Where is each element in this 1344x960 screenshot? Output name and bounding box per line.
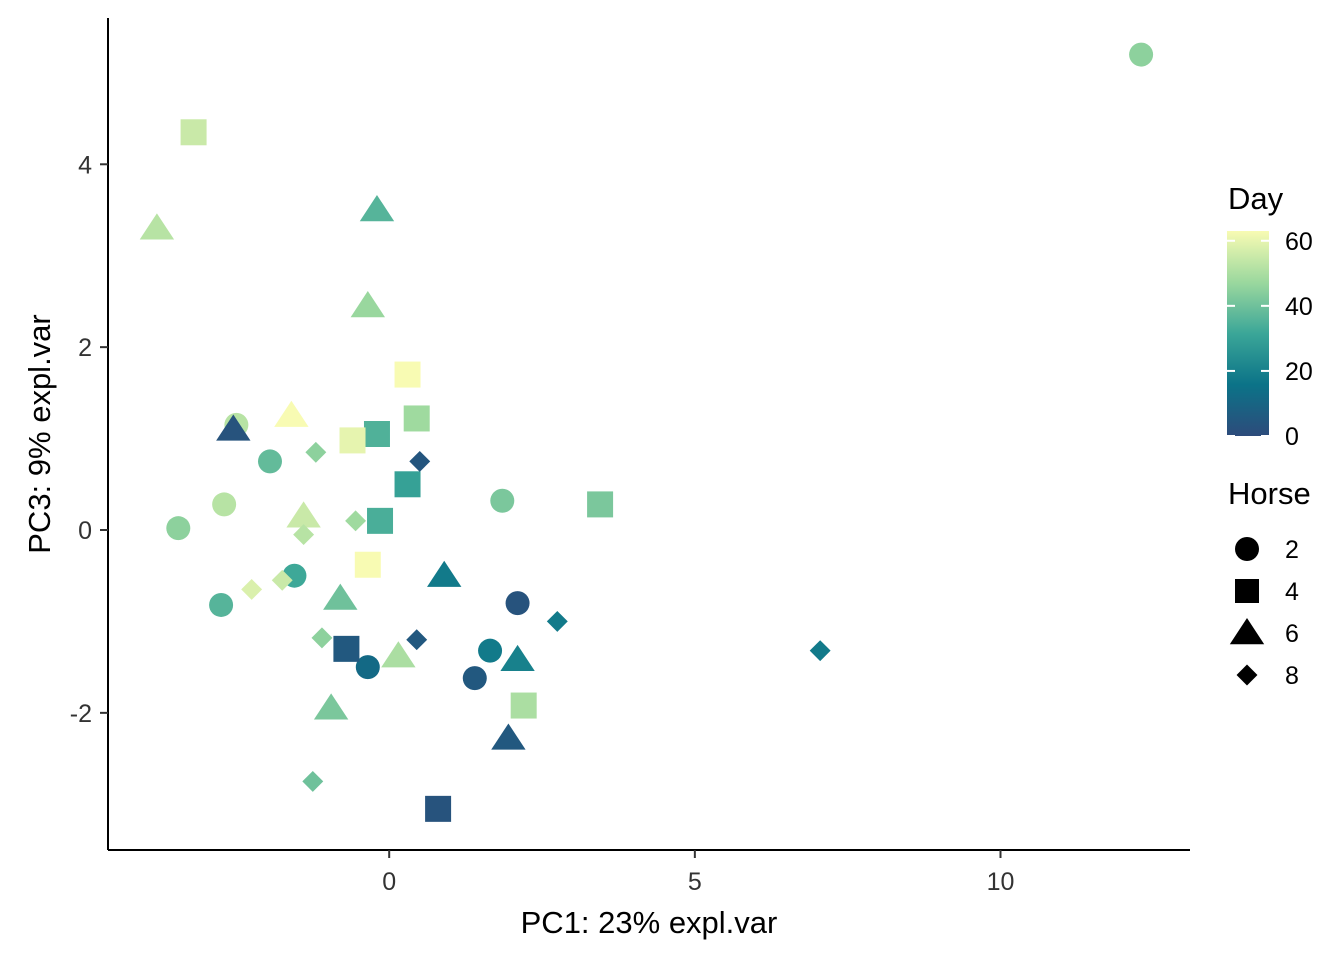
data-point — [323, 583, 358, 610]
x-tick-label: 5 — [688, 868, 702, 896]
data-point — [409, 450, 431, 472]
data-point — [809, 640, 831, 662]
horse-legend: Horse 2 4 6 8 — [1228, 476, 1311, 690]
data-point — [394, 361, 421, 388]
data-point — [406, 629, 428, 651]
data-point — [166, 516, 191, 541]
day-legend: Day 0 20 40 60 — [1227, 181, 1313, 451]
data-point — [587, 491, 614, 518]
y-ticks: -2 0 2 4 — [70, 151, 108, 728]
data-point — [355, 655, 380, 680]
y-axis-title: PC3: 9% expl.var — [22, 314, 57, 554]
data-point — [293, 524, 315, 546]
legend-shape-diamond-icon — [1236, 664, 1258, 686]
data-point — [216, 414, 251, 441]
horse-legend-label: 2 — [1285, 536, 1299, 564]
data-point — [427, 560, 462, 587]
colorbar-tick-label: 60 — [1285, 228, 1313, 256]
y-tick-label: 2 — [78, 334, 92, 362]
data-point — [345, 510, 367, 532]
colorbar-tick-label: 40 — [1285, 293, 1313, 321]
data-point — [462, 666, 487, 691]
points-layer — [139, 42, 1154, 822]
data-point — [339, 427, 366, 454]
data-point — [313, 693, 349, 720]
colorbar-tick-label: 20 — [1285, 358, 1313, 386]
data-point — [1129, 42, 1154, 67]
data-point — [363, 421, 390, 447]
data-point — [180, 119, 207, 146]
data-point — [286, 501, 321, 528]
legend-shape-circle-icon — [1235, 537, 1259, 561]
data-point — [359, 195, 395, 222]
y-tick-label: 0 — [78, 517, 92, 545]
day-colorbar — [1227, 231, 1269, 436]
data-point — [241, 578, 263, 600]
data-point — [394, 471, 421, 498]
data-point — [274, 400, 309, 427]
horse-legend-entries: 2 4 6 8 — [1229, 536, 1299, 690]
data-point — [510, 692, 537, 719]
data-point — [209, 592, 234, 617]
horse-legend-label: 4 — [1285, 578, 1299, 606]
colorbar-tick-label: 0 — [1285, 423, 1299, 451]
data-point — [546, 610, 568, 632]
day-legend-title: Day — [1228, 181, 1284, 216]
data-point — [425, 795, 452, 822]
data-point — [305, 441, 327, 463]
data-point — [271, 569, 293, 591]
horse-legend-label: 8 — [1285, 662, 1299, 690]
data-point — [333, 635, 360, 662]
data-point — [478, 638, 503, 663]
y-tick-label: -2 — [70, 700, 92, 728]
x-axis-title: PC1: 23% expl.var — [521, 905, 778, 940]
data-point — [491, 723, 526, 750]
x-ticks: 0 5 10 — [382, 850, 1014, 896]
data-point — [381, 641, 416, 668]
data-point — [505, 591, 530, 616]
horse-legend-title: Horse — [1228, 476, 1311, 511]
data-point — [403, 405, 430, 432]
data-point — [212, 492, 237, 517]
legend-shape-square-icon — [1235, 579, 1259, 603]
data-point — [257, 449, 282, 474]
day-colorbar-ticks: 0 20 40 60 — [1227, 228, 1313, 451]
data-point — [350, 291, 385, 318]
x-tick-label: 10 — [987, 868, 1015, 896]
data-point — [354, 551, 381, 578]
legend-shape-triangle-icon — [1229, 618, 1265, 645]
data-point — [139, 213, 175, 240]
data-point — [302, 770, 324, 792]
y-tick-label: 4 — [78, 151, 92, 179]
x-tick-label: 0 — [382, 868, 396, 896]
data-point — [311, 627, 333, 649]
data-point — [500, 644, 535, 672]
horse-legend-label: 6 — [1285, 620, 1299, 648]
data-point — [490, 488, 515, 513]
data-point — [367, 507, 394, 534]
